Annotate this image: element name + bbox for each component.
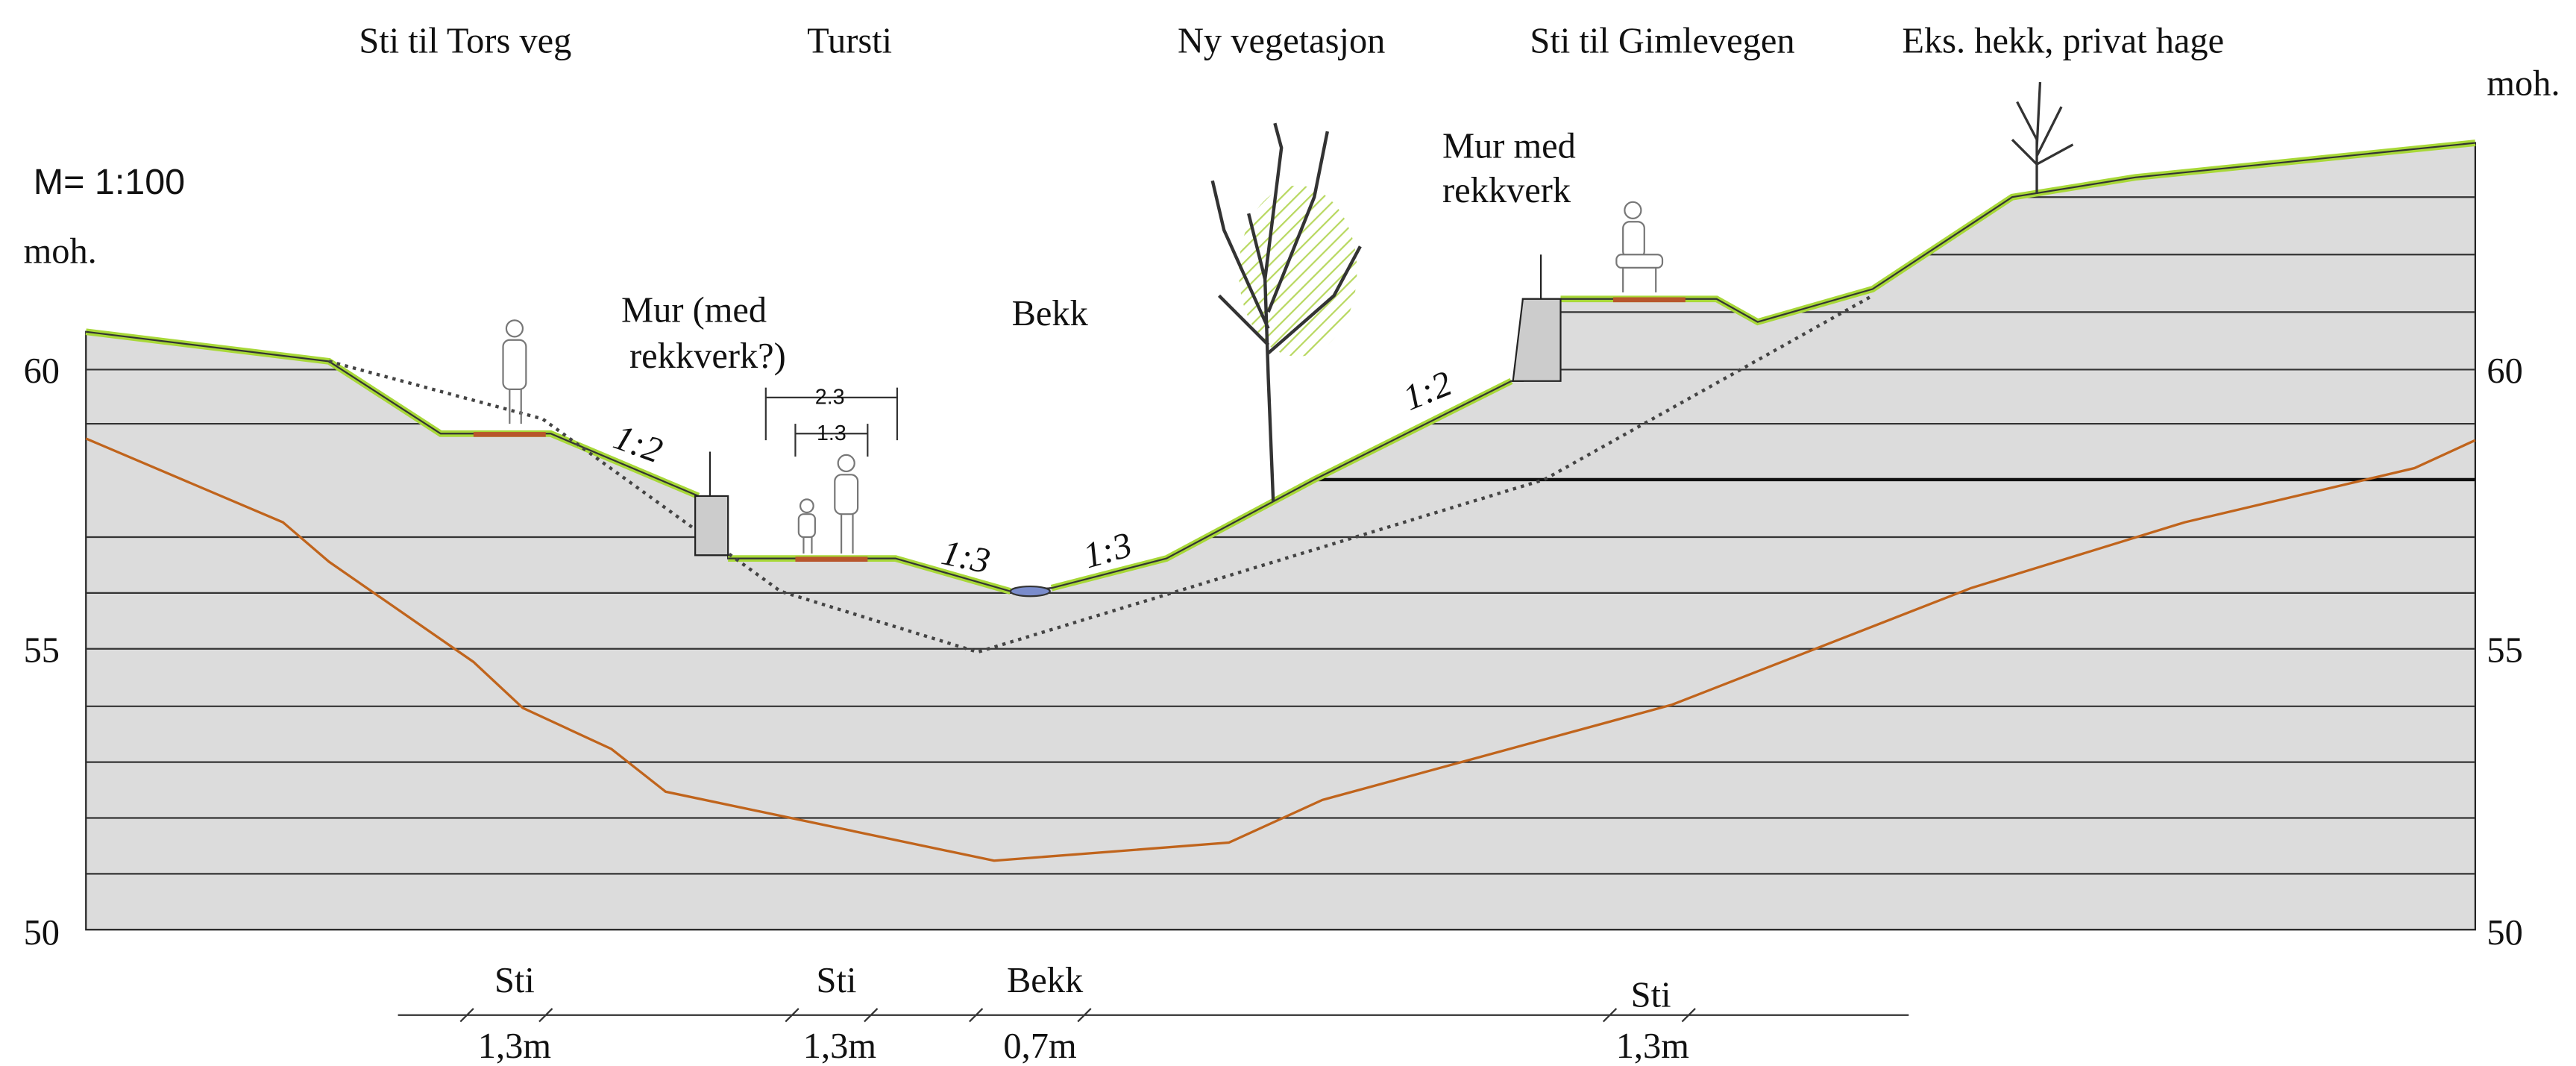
top-label: Tursti (807, 21, 892, 60)
annotation: Mur (med rekkverk?) (621, 291, 786, 377)
annotation-line: rekkverk?) (629, 336, 786, 376)
bottom-label: Bekk (1007, 961, 1084, 1000)
top-label: Sti til Gimlevegen (1530, 21, 1794, 60)
slope-label: 1:3 (938, 533, 993, 581)
bottom-scale (398, 1008, 1909, 1023)
bottom-width: 0,7m (1003, 1026, 1076, 1066)
axis-unit: moh. (24, 231, 97, 271)
dimension-label: 2.3 (815, 386, 845, 410)
axis-label: 55 (24, 630, 60, 670)
axis-label: 55 (2487, 630, 2522, 670)
top-label: Sti til Tors veg (359, 21, 571, 60)
annotation-line: rekkverk (1442, 171, 1571, 210)
bottom-label: Sti (817, 961, 857, 1000)
annotation: Mur med rekkverk (1442, 126, 1576, 210)
bottom-width: 1,3m (1616, 1026, 1689, 1066)
bottom-label: Sti (494, 961, 535, 1000)
axis-label: 50 (2487, 913, 2522, 953)
bottom-width: 1,3m (803, 1026, 876, 1066)
bottom-label: Sti (1631, 976, 1671, 1015)
dimension-label: 1.3 (817, 421, 846, 445)
scale: M= 1:100 (34, 162, 185, 202)
figures (502, 201, 1664, 554)
annotation-line: Mur (med (621, 291, 767, 330)
dimension (764, 387, 899, 457)
annotation-line: Mur med (1442, 126, 1576, 166)
top-label: Ny vegetasjon (1178, 21, 1385, 60)
axis-label: 60 (2487, 351, 2522, 391)
axis-label: 60 (24, 351, 60, 391)
annotation: Bekk (1012, 294, 1089, 333)
top-label: Eks. hekk, privat hage (1902, 21, 2224, 60)
axis-label: 50 (24, 913, 60, 953)
axis-unit: moh. (2487, 64, 2560, 104)
bottom-width: 1,3m (478, 1026, 551, 1066)
trees (1210, 82, 2074, 501)
